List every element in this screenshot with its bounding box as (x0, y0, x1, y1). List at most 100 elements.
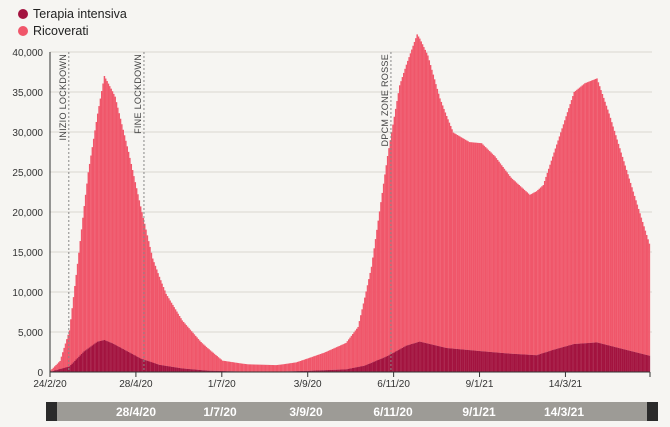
bar-hospitalized[interactable] (373, 248, 375, 362)
bar-hospitalized[interactable] (264, 364, 267, 372)
bar-hospitalized[interactable] (284, 363, 287, 372)
bar-intensive-care[interactable] (158, 364, 161, 372)
bar-intensive-care[interactable] (617, 347, 620, 372)
bar-hospitalized[interactable] (440, 101, 443, 347)
bar-intensive-care[interactable] (471, 350, 473, 372)
bar-hospitalized[interactable] (126, 146, 129, 352)
bar-hospitalized[interactable] (212, 352, 214, 371)
bar-intensive-care[interactable] (180, 368, 182, 372)
bar-hospitalized[interactable] (556, 144, 558, 349)
bar-hospitalized[interactable] (115, 102, 118, 346)
bar-hospitalized[interactable] (123, 135, 126, 350)
bar-hospitalized[interactable] (313, 356, 315, 371)
bar-intensive-care[interactable] (495, 352, 498, 372)
bar-hospitalized[interactable] (480, 143, 483, 352)
bar-intensive-care[interactable] (146, 360, 149, 372)
bar-intensive-care[interactable] (483, 351, 486, 372)
bar-hospitalized[interactable] (454, 133, 456, 349)
bar-hospitalized[interactable] (553, 152, 555, 350)
bar-intensive-care[interactable] (164, 365, 166, 372)
bar-intensive-care[interactable] (425, 343, 428, 372)
bar-hospitalized[interactable] (607, 109, 609, 346)
bar-intensive-care[interactable] (482, 351, 484, 372)
bar-intensive-care[interactable] (492, 352, 495, 372)
bar-intensive-care[interactable] (84, 350, 87, 372)
bar-hospitalized[interactable] (509, 175, 511, 354)
bar-hospitalized[interactable] (240, 363, 243, 372)
bar-intensive-care[interactable] (623, 349, 625, 372)
bar-intensive-care[interactable] (204, 370, 206, 372)
bar-hospitalized[interactable] (403, 72, 405, 348)
bar-intensive-care[interactable] (137, 356, 139, 372)
bar-hospitalized[interactable] (398, 85, 401, 350)
bar-hospitalized[interactable] (419, 38, 421, 342)
bar-hospitalized[interactable] (549, 164, 551, 351)
bar-hospitalized[interactable] (55, 365, 57, 371)
bar-hospitalized[interactable] (211, 351, 213, 371)
bar-hospitalized[interactable] (314, 355, 316, 371)
bar-intensive-care[interactable] (107, 341, 110, 372)
bar-intensive-care[interactable] (213, 370, 216, 372)
bar-hospitalized[interactable] (117, 107, 119, 347)
bar-intensive-care[interactable] (561, 347, 563, 372)
bar-intensive-care[interactable] (364, 365, 366, 372)
bar-intensive-care[interactable] (193, 369, 196, 372)
bar-intensive-care[interactable] (117, 346, 119, 372)
bar-hospitalized[interactable] (413, 41, 416, 344)
bar-intensive-care[interactable] (333, 369, 335, 372)
bar-hospitalized[interactable] (529, 194, 531, 355)
bar-hospitalized[interactable] (433, 79, 436, 346)
bar-hospitalized[interactable] (110, 88, 112, 343)
bar-intensive-care[interactable] (405, 345, 408, 372)
bar-hospitalized[interactable] (376, 229, 378, 361)
bar-intensive-care[interactable] (384, 357, 386, 372)
bar-intensive-care[interactable] (141, 358, 143, 372)
bar-hospitalized[interactable] (350, 335, 353, 369)
bar-hospitalized[interactable] (361, 309, 363, 367)
bar-hospitalized[interactable] (92, 138, 95, 345)
bar-intensive-care[interactable] (487, 351, 490, 372)
bar-hospitalized[interactable] (239, 363, 241, 372)
bar-hospitalized[interactable] (186, 326, 189, 369)
bar-intensive-care[interactable] (437, 346, 440, 372)
bar-intensive-care[interactable] (529, 354, 531, 372)
bar-hospitalized[interactable] (219, 358, 221, 371)
bar-intensive-care[interactable] (460, 349, 463, 372)
bar-intensive-care[interactable] (205, 370, 208, 372)
bar-hospitalized[interactable] (76, 263, 79, 359)
bar-hospitalized[interactable] (137, 194, 139, 357)
bar-hospitalized[interactable] (51, 369, 53, 372)
bar-hospitalized[interactable] (525, 191, 527, 355)
bar-intensive-care[interactable] (135, 356, 138, 372)
bar-hospitalized[interactable] (247, 364, 249, 372)
bar-intensive-care[interactable] (627, 350, 629, 372)
bar-intensive-care[interactable] (392, 353, 394, 372)
bar-hospitalized[interactable] (227, 361, 229, 372)
bar-intensive-care[interactable] (527, 354, 530, 372)
bar-hospitalized[interactable] (445, 116, 448, 348)
bar-intensive-care[interactable] (197, 369, 200, 372)
bar-hospitalized[interactable] (420, 41, 422, 342)
bar-hospitalized[interactable] (396, 101, 398, 351)
bar-hospitalized[interactable] (546, 172, 549, 352)
bar-intensive-care[interactable] (109, 342, 111, 372)
bar-hospitalized[interactable] (271, 365, 273, 372)
bar-hospitalized[interactable] (168, 298, 170, 367)
bar-intensive-care[interactable] (435, 345, 437, 372)
bar-intensive-care[interactable] (95, 342, 98, 372)
bar-hospitalized[interactable] (213, 353, 216, 371)
bar-intensive-care[interactable] (519, 354, 522, 372)
bar-intensive-care[interactable] (147, 361, 150, 372)
bar-hospitalized[interactable] (223, 360, 225, 372)
bar-intensive-care[interactable] (486, 351, 488, 372)
bar-hospitalized[interactable] (451, 129, 453, 349)
bar-hospitalized[interactable] (368, 279, 370, 364)
bar-intensive-care[interactable] (310, 370, 312, 372)
bar-intensive-care[interactable] (474, 350, 476, 372)
bar-hospitalized[interactable] (71, 308, 73, 364)
bar-hospitalized[interactable] (177, 313, 180, 368)
bar-hospitalized[interactable] (411, 49, 413, 345)
bar-hospitalized[interactable] (522, 188, 524, 355)
bar-hospitalized[interactable] (60, 356, 63, 369)
bar-intensive-care[interactable] (498, 352, 500, 372)
